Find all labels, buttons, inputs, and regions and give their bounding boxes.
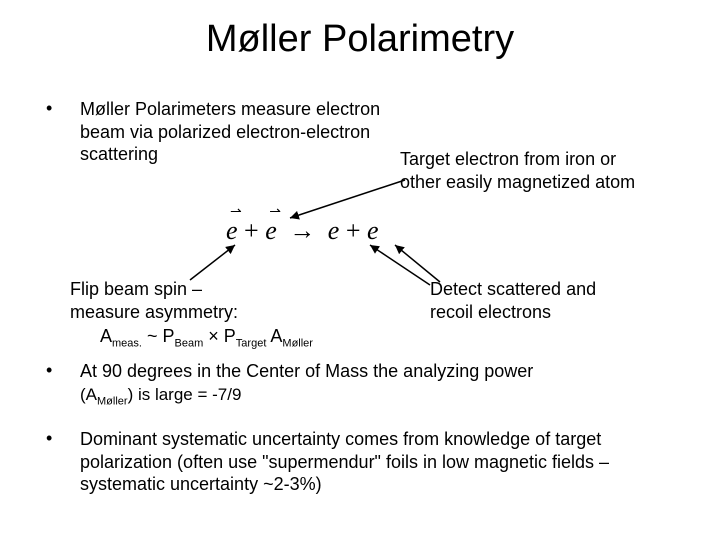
eq-e1: ⇀e (226, 216, 238, 246)
asymmetry-formula: Ameas. ~ PBeam × PTarget AMøller (100, 325, 313, 351)
equation: ⇀e + ⇀e → e + e (225, 215, 380, 247)
bullet-3-text: Dominant systematic uncertainty comes fr… (80, 428, 660, 496)
slide-title: Møller Polarimetry (0, 18, 720, 61)
annot-flip-line2: measure asymmetry: (70, 302, 238, 322)
annot-flip-line1: Flip beam spin – (70, 279, 202, 299)
bullet-dot-3: • (46, 428, 52, 449)
bullet-1-text: Møller Polarimeters measure electron bea… (80, 98, 390, 166)
eq-e3: e (328, 216, 340, 245)
slide: Møller Polarimetry • Møller Polarimeters… (0, 0, 720, 540)
bullet-dot-1: • (46, 98, 52, 119)
annot-flip: Flip beam spin – measure asymmetry: Amea… (70, 278, 313, 351)
annot-detect-line1: Detect scattered and (430, 279, 596, 299)
annot-target-line2: other easily magnetized atom (400, 172, 635, 192)
eq-plus: + (244, 216, 259, 245)
eq-plus2: + (346, 216, 361, 245)
eq-e2: ⇀e (265, 216, 277, 246)
eq-arrow: → (283, 216, 321, 245)
annot-target: Target electron from iron or other easil… (400, 148, 635, 193)
annot-target-line1: Target electron from iron or (400, 149, 616, 169)
annot-detect: Detect scattered and recoil electrons (430, 278, 596, 323)
bullet-2-line1: At 90 degrees in the Center of Mass the … (80, 361, 533, 381)
eq-e4: e (367, 216, 379, 245)
bullet-dot-2: • (46, 360, 52, 381)
annot-detect-line2: recoil electrons (430, 302, 551, 322)
bullet-2-line2: (AMøller) is large = -7/9 (80, 385, 241, 404)
bullet-2: At 90 degrees in the Center of Mass the … (80, 360, 680, 409)
